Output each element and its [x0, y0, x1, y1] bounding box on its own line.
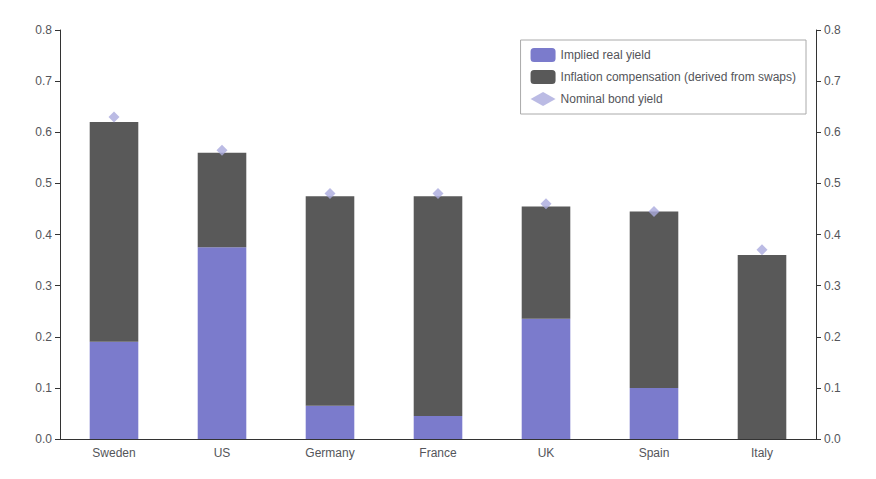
- svg-text:0.6: 0.6: [35, 125, 52, 139]
- svg-text:0.5: 0.5: [824, 176, 841, 190]
- svg-text:US: US: [214, 446, 231, 460]
- svg-text:0.8: 0.8: [35, 23, 52, 37]
- svg-text:Spain: Spain: [639, 446, 670, 460]
- svg-text:0.0: 0.0: [824, 432, 841, 446]
- svg-text:0.3: 0.3: [35, 279, 52, 293]
- svg-text:0.6: 0.6: [824, 125, 841, 139]
- svg-text:0.1: 0.1: [824, 381, 841, 395]
- svg-text:0.3: 0.3: [824, 279, 841, 293]
- svg-text:Nominal bond yield: Nominal bond yield: [561, 92, 663, 106]
- svg-text:0.4: 0.4: [35, 228, 52, 242]
- svg-text:0.0: 0.0: [35, 432, 52, 446]
- svg-text:France: France: [419, 446, 457, 460]
- svg-text:Germany: Germany: [305, 446, 354, 460]
- svg-text:0.4: 0.4: [824, 228, 841, 242]
- svg-text:0.2: 0.2: [824, 330, 841, 344]
- svg-text:0.2: 0.2: [35, 330, 52, 344]
- svg-text:UK: UK: [538, 446, 555, 460]
- svg-text:0.8: 0.8: [824, 23, 841, 37]
- svg-text:Italy: Italy: [751, 446, 773, 460]
- svg-text:0.1: 0.1: [35, 381, 52, 395]
- svg-text:Inflation compensation (derive: Inflation compensation (derived from swa…: [561, 70, 796, 84]
- svg-text:Implied real yield: Implied real yield: [561, 48, 651, 62]
- svg-text:0.5: 0.5: [35, 176, 52, 190]
- svg-text:0.7: 0.7: [824, 74, 841, 88]
- svg-text:0.7: 0.7: [35, 74, 52, 88]
- svg-text:Sweden: Sweden: [92, 446, 135, 460]
